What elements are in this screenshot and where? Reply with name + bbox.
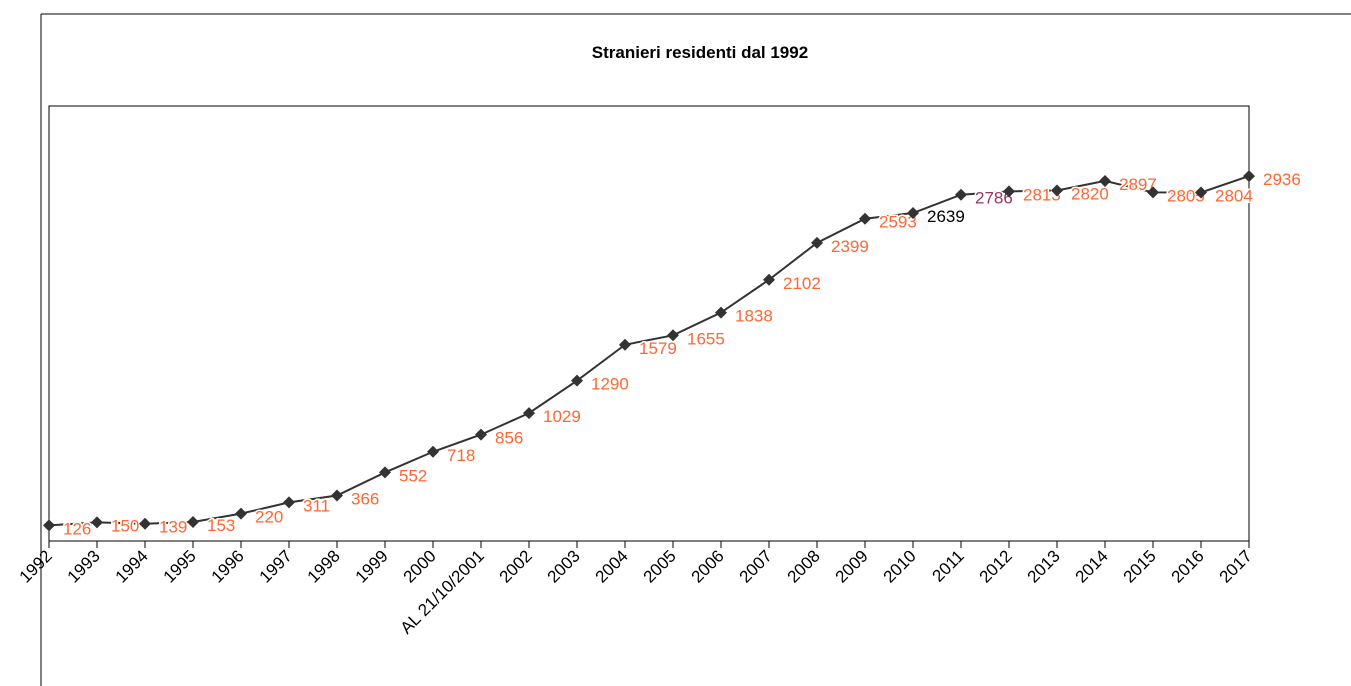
marker (427, 445, 439, 458)
marker (139, 517, 151, 530)
value-label: 153 (207, 516, 235, 535)
x-tick-label: 1994 (112, 546, 152, 586)
x-tick-label: 1995 (160, 546, 200, 586)
chart-title: Stranieri residenti dal 1992 (592, 43, 808, 62)
value-label: 552 (399, 466, 427, 485)
x-tick-label: 2015 (1120, 546, 1160, 586)
value-label: 126 (63, 519, 91, 538)
value-label: 2813 (1023, 185, 1061, 204)
x-tick-label: AL 21/10/2001 (397, 546, 488, 637)
x-tick-label: 1999 (352, 546, 392, 586)
x-tick-label: 2002 (496, 546, 536, 586)
value-label: 139 (159, 518, 187, 537)
value-label: 150 (111, 516, 139, 535)
value-label: 220 (255, 508, 283, 527)
value-label: 1579 (639, 339, 677, 358)
x-tick-label: 2005 (640, 546, 680, 586)
marker (1051, 184, 1063, 197)
x-tick-label: 2000 (400, 546, 440, 586)
value-label: 2786 (975, 189, 1013, 208)
value-label: 2593 (879, 213, 917, 232)
marker (43, 519, 55, 532)
value-label: 2102 (783, 274, 821, 293)
value-label: 2936 (1263, 170, 1301, 189)
marker (523, 407, 535, 420)
marker (1099, 174, 1111, 187)
marker (1003, 185, 1015, 198)
marker (619, 338, 631, 351)
value-label: 1838 (735, 307, 773, 326)
marker (811, 236, 823, 249)
value-label: 1290 (591, 375, 629, 394)
plot-area (48, 105, 1250, 542)
value-label: 311 (303, 496, 330, 515)
marker (91, 516, 103, 529)
value-label: 2897 (1119, 175, 1157, 194)
value-label: 366 (351, 490, 379, 509)
value-label: 2804 (1215, 187, 1253, 206)
marker (715, 306, 727, 319)
marker (283, 496, 295, 509)
value-label: 2399 (831, 237, 869, 256)
value-label: 1655 (687, 329, 725, 348)
x-tick-label: 2011 (929, 546, 968, 585)
marker (907, 207, 919, 220)
x-tick-label: 2016 (1168, 546, 1208, 586)
x-tick-label: 2008 (784, 546, 824, 586)
marker (331, 489, 343, 502)
marker (1243, 170, 1255, 183)
x-tick-label: 1998 (304, 546, 344, 586)
line (48, 175, 1250, 527)
marker (187, 515, 199, 528)
marker (859, 212, 871, 225)
x-tick-label: 2007 (736, 546, 776, 586)
x-tick-label: 2010 (880, 546, 920, 586)
x-tick-label: 1992 (16, 546, 56, 586)
value-label: 856 (495, 429, 523, 448)
x-tick-label: 2009 (832, 546, 872, 586)
marker (955, 188, 967, 201)
value-label: 1029 (543, 407, 581, 426)
x-tick-label: 2012 (976, 546, 1016, 586)
value-label: 2820 (1071, 185, 1109, 204)
marker (763, 273, 775, 286)
marker (667, 329, 679, 342)
value-label: 718 (447, 446, 475, 465)
marker (235, 507, 247, 520)
x-tick-label: 1993 (64, 546, 104, 586)
x-tick-label: 2003 (544, 546, 584, 586)
value-label: 2805 (1167, 186, 1205, 205)
value-label: 2639 (927, 207, 965, 226)
marker (379, 466, 391, 479)
x-tick-label: 1997 (256, 546, 296, 586)
marker (1195, 186, 1207, 199)
x-tick-label: 2006 (688, 546, 728, 586)
x-tick-label: 1996 (208, 546, 248, 586)
x-tick-label: 2014 (1072, 546, 1112, 586)
x-tick-label: 2004 (592, 546, 632, 586)
marker (571, 374, 583, 387)
marker (475, 428, 487, 441)
x-tick-label: 2017 (1216, 546, 1256, 586)
x-tick-label: 2013 (1024, 546, 1064, 586)
marker (1147, 186, 1159, 199)
